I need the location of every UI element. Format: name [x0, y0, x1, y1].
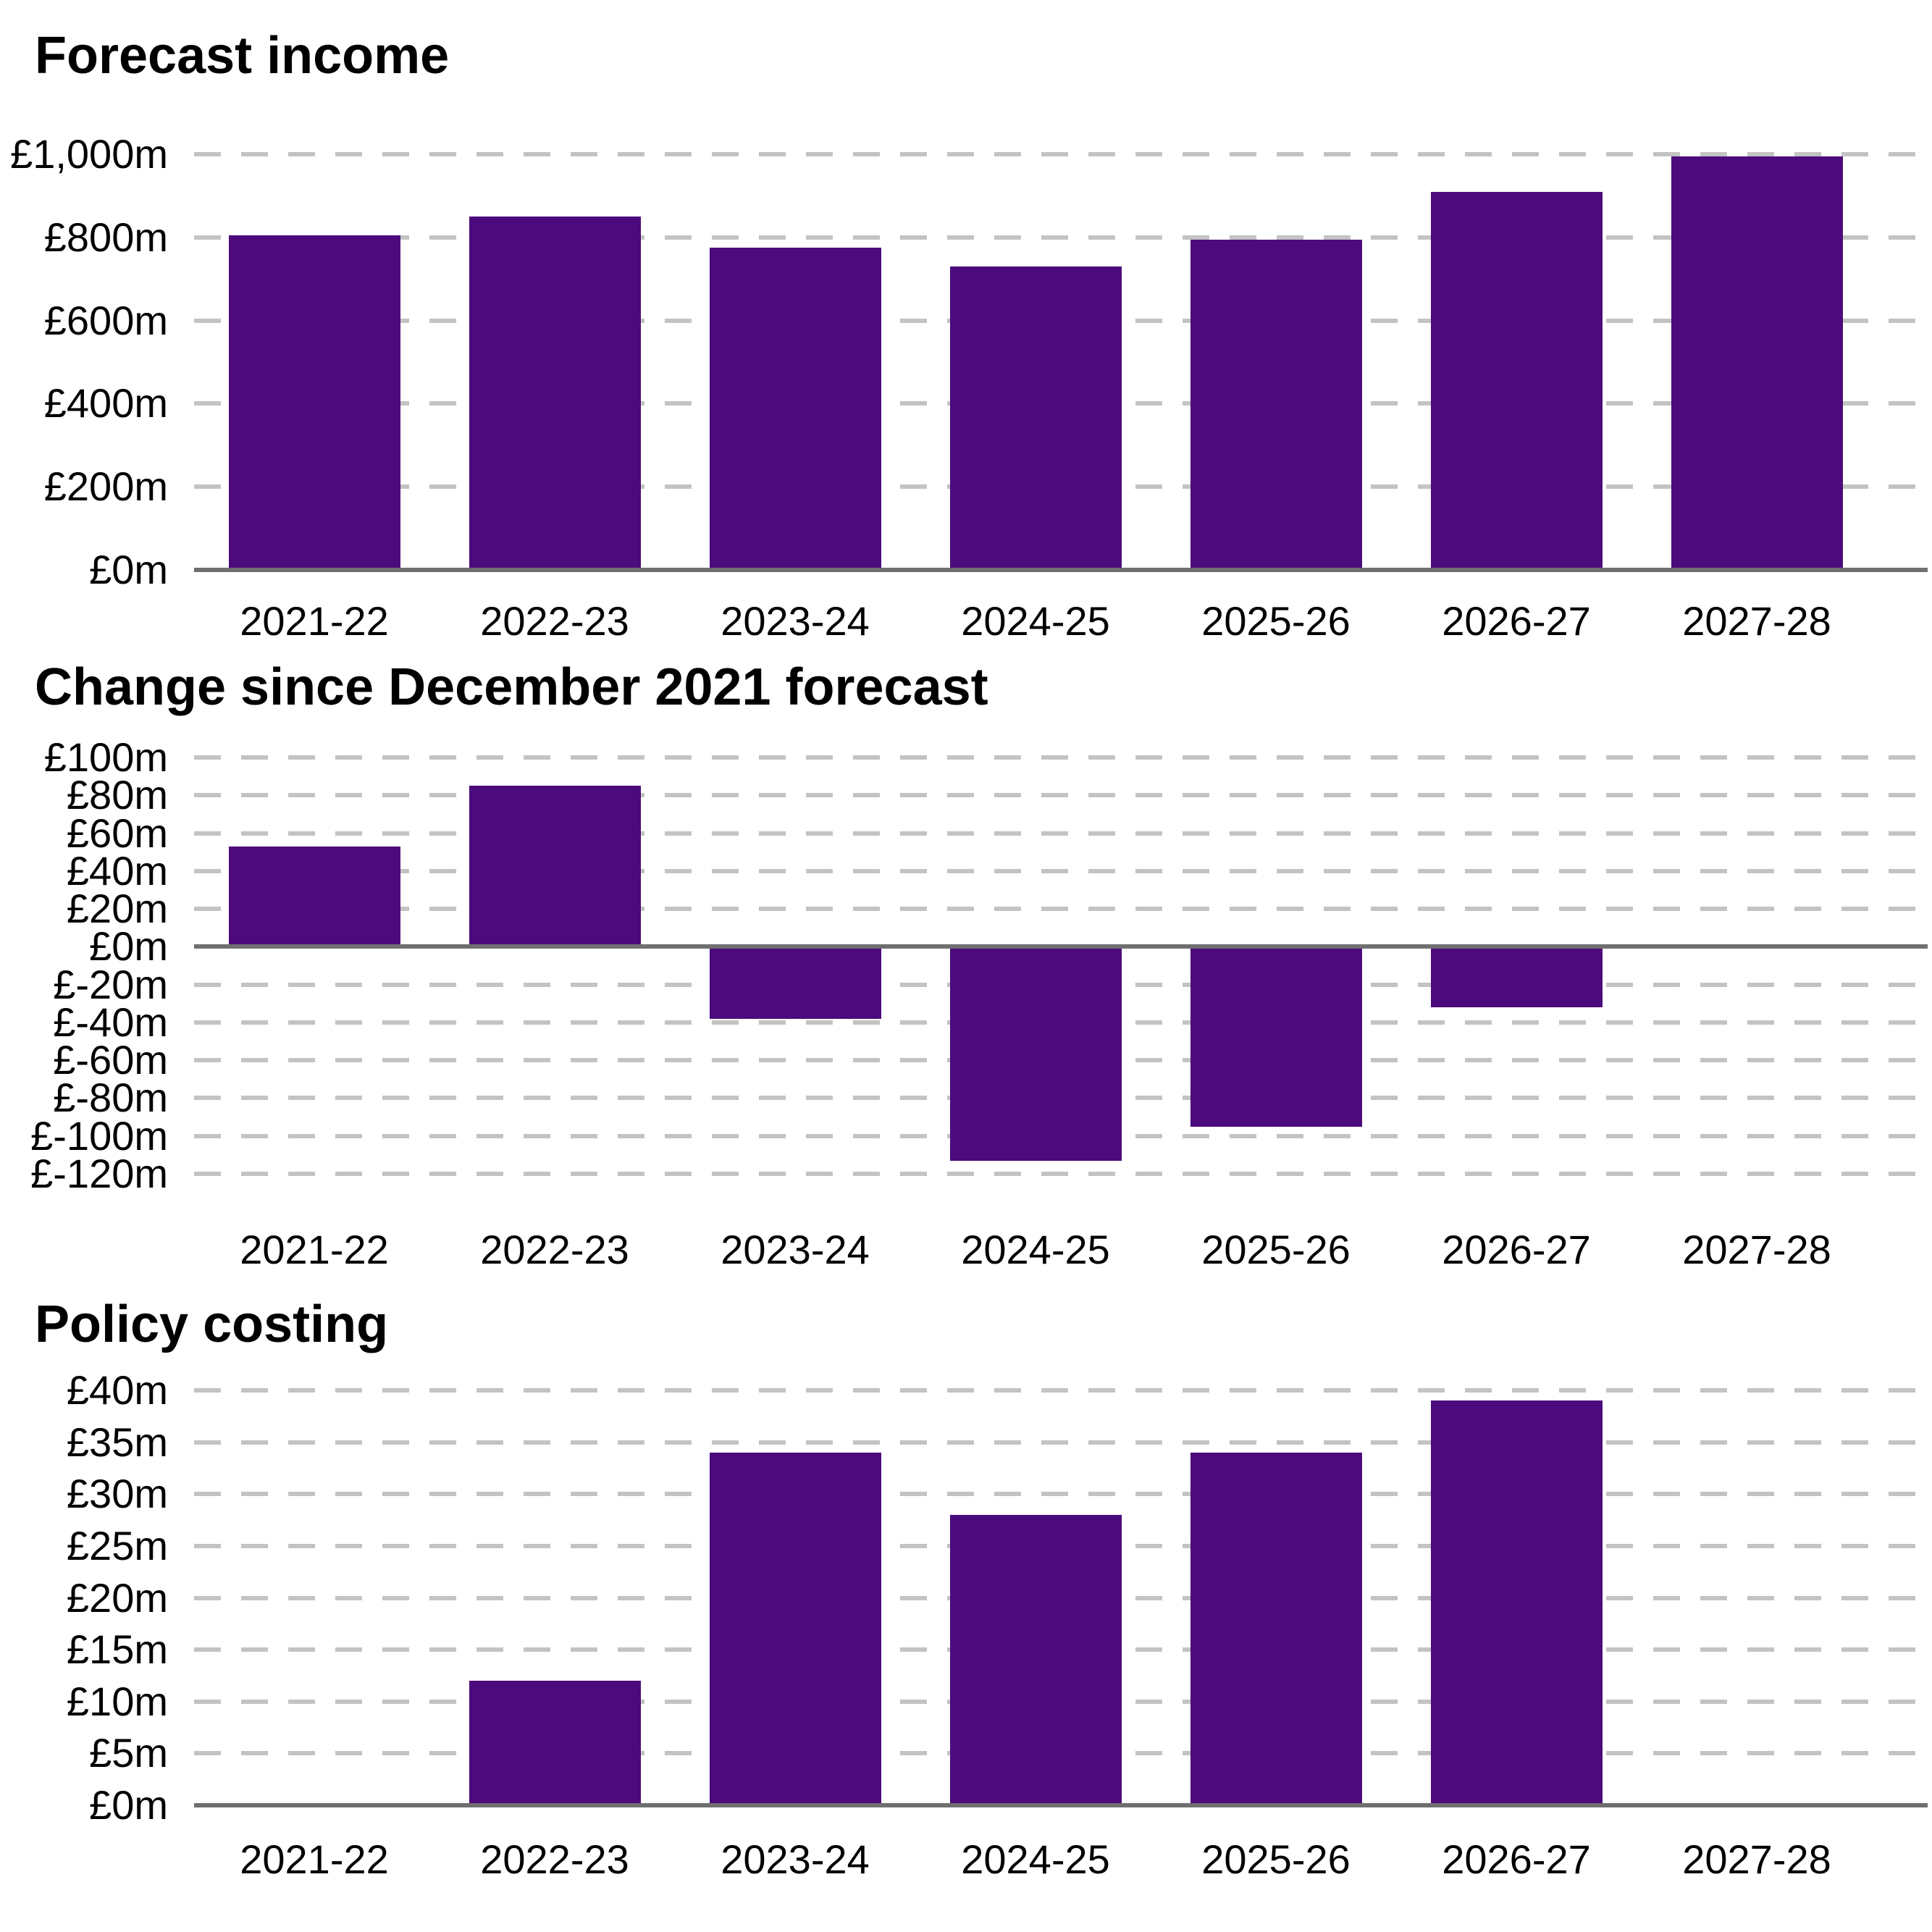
x-axis-line: [194, 944, 1928, 949]
x-tick-label: 2022-23: [480, 598, 629, 644]
y-tick-label: £0m: [89, 1782, 168, 1828]
x-tick-label: 2025-26: [1201, 598, 1351, 644]
y-tick-label: £-120m: [30, 1151, 168, 1196]
x-tick-label: 2021-22: [240, 1836, 389, 1882]
x-tick-label: 2021-22: [240, 1227, 389, 1272]
y-tick-label: £5m: [89, 1730, 168, 1776]
gridline: [194, 755, 1932, 760]
y-tick-label: £100m: [43, 734, 168, 780]
bar-2025-26: [1190, 1452, 1362, 1805]
gridline: [194, 1492, 1932, 1497]
bar-2027-28: [1671, 156, 1843, 570]
x-tick-label: 2026-27: [1442, 1836, 1591, 1882]
gridline: [194, 235, 1932, 240]
x-tick-label: 2027-28: [1682, 1836, 1831, 1882]
bar-2025-26: [1190, 239, 1362, 570]
bar-2024-25: [949, 1514, 1122, 1805]
bar-2022-23: [469, 217, 641, 570]
bar-2024-25: [949, 266, 1122, 570]
x-tick-label: 2026-27: [1442, 598, 1591, 644]
x-tick-label: 2027-28: [1682, 598, 1831, 644]
y-tick-label: £-80m: [53, 1075, 168, 1121]
bar-2026-27: [1430, 191, 1603, 570]
bar-2023-24: [709, 248, 881, 570]
y-tick-label: £10m: [66, 1678, 168, 1724]
gridline: [194, 1388, 1932, 1393]
chart-title: Forecast income: [35, 27, 450, 85]
x-tick-label: 2023-24: [721, 598, 870, 644]
x-tick-label: 2023-24: [721, 1227, 870, 1272]
bar-2021-22: [228, 235, 400, 570]
x-tick-label: 2024-25: [961, 598, 1110, 644]
y-tick-label: £400m: [43, 380, 168, 427]
y-tick-label: £35m: [66, 1419, 168, 1465]
gridline: [194, 1440, 1932, 1445]
y-tick-label: £200m: [43, 463, 168, 510]
bar-2022-23: [469, 1681, 641, 1805]
y-tick-label: £-100m: [30, 1112, 168, 1159]
y-tick-label: £-40m: [53, 999, 168, 1045]
x-tick-label: 2024-25: [961, 1227, 1110, 1272]
bar-2023-24: [709, 1452, 881, 1805]
y-tick-label: £-20m: [53, 961, 168, 1007]
chart-title: Policy costing: [35, 1295, 389, 1353]
y-tick-label: £25m: [66, 1522, 168, 1568]
y-tick-label: £600m: [43, 297, 168, 343]
x-tick-label: 2026-27: [1442, 1227, 1591, 1272]
gridline: [194, 868, 1932, 873]
bar-2026-27: [1430, 1400, 1603, 1805]
gridline: [194, 793, 1932, 798]
chart-title: Change since December 2021 forecast: [35, 658, 988, 716]
y-tick-label: £800m: [43, 214, 168, 260]
bar-2021-22: [228, 846, 400, 947]
bar-2022-23: [469, 786, 641, 947]
y-tick-label: £20m: [66, 1574, 168, 1621]
bar-2025-26: [1190, 946, 1362, 1127]
x-tick-label: 2027-28: [1682, 1227, 1831, 1272]
y-tick-label: £0m: [89, 547, 168, 592]
x-tick-label: 2025-26: [1201, 1836, 1351, 1882]
gridline: [194, 1172, 1932, 1176]
y-tick-label: £80m: [66, 772, 168, 818]
x-tick-label: 2022-23: [480, 1227, 629, 1272]
x-axis-line: [194, 568, 1928, 572]
x-tick-label: 2021-22: [240, 598, 389, 644]
x-tick-label: 2022-23: [480, 1836, 629, 1882]
gridline: [194, 907, 1932, 912]
y-tick-label: £60m: [66, 810, 168, 856]
y-tick-label: £1,000m: [10, 131, 168, 177]
y-tick-label: £15m: [66, 1626, 168, 1673]
y-tick-label: £40m: [66, 847, 168, 894]
bar-2024-25: [949, 946, 1122, 1161]
x-tick-label: 2023-24: [721, 1836, 870, 1882]
x-tick-label: 2024-25: [961, 1836, 1110, 1882]
y-tick-label: £30m: [66, 1471, 168, 1517]
y-tick-label: £40m: [66, 1367, 168, 1413]
x-axis-line: [194, 1803, 1928, 1807]
bar-2023-24: [709, 946, 881, 1019]
gridline: [194, 831, 1932, 836]
y-tick-label: £20m: [66, 886, 168, 932]
gridline: [194, 152, 1932, 156]
y-tick-label: £0m: [89, 923, 168, 970]
x-tick-label: 2025-26: [1201, 1227, 1351, 1272]
y-tick-label: £-60m: [53, 1037, 168, 1083]
bar-2026-27: [1430, 946, 1603, 1007]
